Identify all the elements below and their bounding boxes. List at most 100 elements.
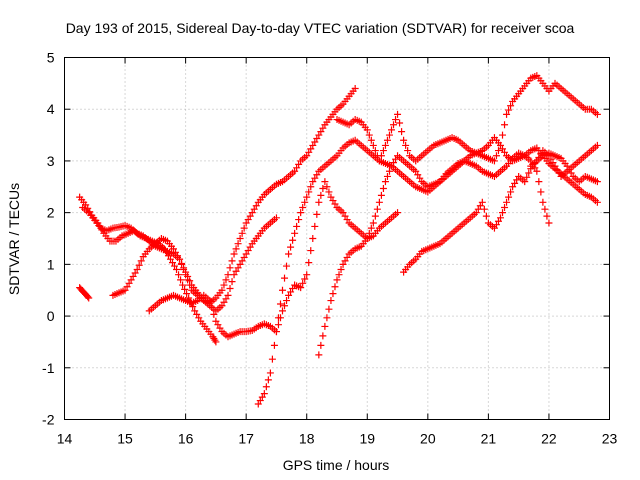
data-point [321,178,329,186]
data-point [367,224,375,232]
data-point [137,257,145,265]
data-point [505,193,513,201]
data-point [176,255,184,263]
y-tick-label: -2 [42,412,55,428]
data-point [497,214,504,222]
data-point [396,119,404,127]
data-point [541,205,549,213]
data-point [545,219,553,227]
data-point [211,336,219,344]
series-arc-7 [315,134,601,359]
x-tick-label: 21 [481,431,497,447]
data-point [175,271,183,279]
data-point [274,314,282,322]
data-point [480,205,488,213]
x-tick-label: 19 [359,431,375,447]
data-point [285,250,293,258]
data-point [84,293,92,301]
data-point [315,351,323,359]
data-point [281,302,289,310]
data-point [264,376,272,384]
data-point [303,271,311,279]
data-point [305,188,313,196]
data-point [593,141,601,149]
data-point [321,322,329,330]
data-point [309,235,317,242]
data-point [272,328,280,336]
data-point [521,178,529,186]
x-tick-label: 14 [57,431,73,447]
data-point [270,341,278,349]
data-point [279,286,286,294]
data-point [240,224,248,232]
data-point [499,209,507,217]
y-tick-label: 0 [47,308,55,324]
y-tick-label: 1 [47,256,55,272]
data-point [365,229,373,237]
x-tick-label: 23 [602,431,618,447]
data-point [305,259,313,267]
data-point [177,276,185,284]
data-point [301,275,309,283]
data-point [501,203,509,211]
data-point [303,193,311,201]
series-arc-2 [76,193,220,346]
data-point [287,243,295,251]
data-point [220,281,228,289]
data-point [325,188,333,196]
data-point [499,131,507,139]
y-tick-label: -1 [42,360,55,376]
data-point [266,369,274,377]
series-arc-9 [400,141,601,276]
data-point [85,294,93,302]
data-point [373,205,381,213]
data-point [385,131,393,139]
x-tick-label: 15 [117,431,133,447]
x-axis-ticks: 14 15 16 17 18 19 20 21 22 23 [57,57,618,447]
data-point [394,110,402,118]
data-point [351,85,359,93]
series-arc-3 [79,85,359,307]
data-point [337,266,345,274]
data-point [184,272,192,280]
plot-frame [64,57,610,420]
data-point [331,283,339,291]
data-point [404,147,412,155]
data-point [317,341,325,349]
data-point [268,355,276,363]
x-axis-label: GPS time / hours [283,457,390,473]
data-point [135,261,143,269]
data-point [383,172,391,180]
data-point [503,110,511,118]
data-point [276,300,284,308]
data-point [335,271,343,279]
data-point [179,281,187,289]
data-point [381,178,389,186]
data-point [181,285,189,293]
data-point [593,110,601,118]
x-tick-label: 18 [299,431,315,447]
data-point [315,198,323,206]
data-point [375,157,383,165]
data-point [281,274,289,282]
data-point [234,240,242,248]
data-point [394,209,402,217]
data-point [206,297,214,305]
x-tick-label: 17 [238,431,254,447]
data-point [593,178,601,186]
y-tick-label: 3 [47,153,55,169]
y-tick-label: 2 [47,205,55,221]
data-point [262,383,270,391]
data-point [323,314,331,322]
data-point [379,147,387,155]
data-point [317,191,325,199]
data-point [226,264,234,272]
data-point [402,141,410,149]
data-point [371,147,379,155]
data-point [325,305,333,313]
data-point [392,116,400,124]
y-axis-label: SDTVAR / TECUs [6,183,22,295]
data-point [535,178,543,186]
data-point [319,185,327,193]
data-point [279,307,286,315]
